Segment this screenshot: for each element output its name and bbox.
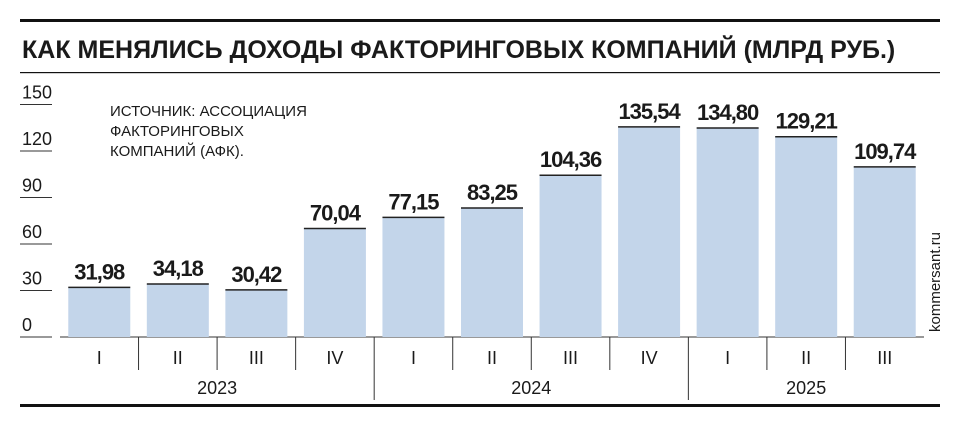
x-tick-label: I [725,348,730,368]
x-tick-label: III [249,348,264,368]
value-label: 77,15 [388,189,439,214]
source-note: ИСТОЧНИК: АССОЦИАЦИЯ [110,103,307,120]
x-tick-label: I [97,348,102,368]
y-tick-label: 30 [22,269,42,289]
bar [539,175,602,337]
x-tick-label: II [801,348,811,368]
value-label: 104,36 [540,147,602,172]
value-label: 135,54 [618,99,681,124]
bar [618,126,681,338]
x-tick-label: I [411,348,416,368]
source-note: КОМПАНИЙ (АФК). [110,142,244,160]
year-label: 2024 [511,378,551,398]
bar [303,228,366,337]
value-label: 134,80 [697,100,759,125]
value-label: 34,18 [153,256,204,281]
top-rule [20,19,940,22]
y-tick-label: 150 [22,83,52,103]
year-label: 2025 [786,378,826,398]
x-tick-label: III [877,348,892,368]
value-label: 83,25 [467,180,518,205]
y-tick-label: 60 [22,222,42,242]
source-note: ФАКТОРИНГОВЫХ [110,123,244,140]
bar [853,166,916,337]
title-rule [20,72,940,74]
bottom-rule [20,404,940,407]
year-label: 2023 [197,378,237,398]
bar [382,217,445,337]
bar [68,287,131,337]
bar [461,207,523,337]
y-tick-label: 0 [22,315,32,335]
bar [775,136,838,337]
x-tick-label: III [563,348,578,368]
credit: kommersant.ru [927,232,944,332]
x-tick-label: IV [641,348,658,368]
value-label: 109,74 [854,139,917,164]
x-tick-label: IV [326,348,343,368]
bar [225,289,288,337]
chart-title: КАК МЕНЯЛИСЬ ДОХОДЫ ФАКТОРИНГОВЫХ КОМПАН… [22,34,895,64]
x-tick-label: II [487,348,497,368]
y-tick-label: 90 [22,176,42,196]
value-label: 129,21 [776,109,838,134]
y-tick-label: 120 [22,129,52,149]
bar [146,284,209,337]
value-label: 31,98 [74,259,125,284]
value-label: 30,42 [231,262,282,287]
value-label: 70,04 [310,200,362,225]
bar [696,128,759,337]
x-tick-label: II [173,348,183,368]
